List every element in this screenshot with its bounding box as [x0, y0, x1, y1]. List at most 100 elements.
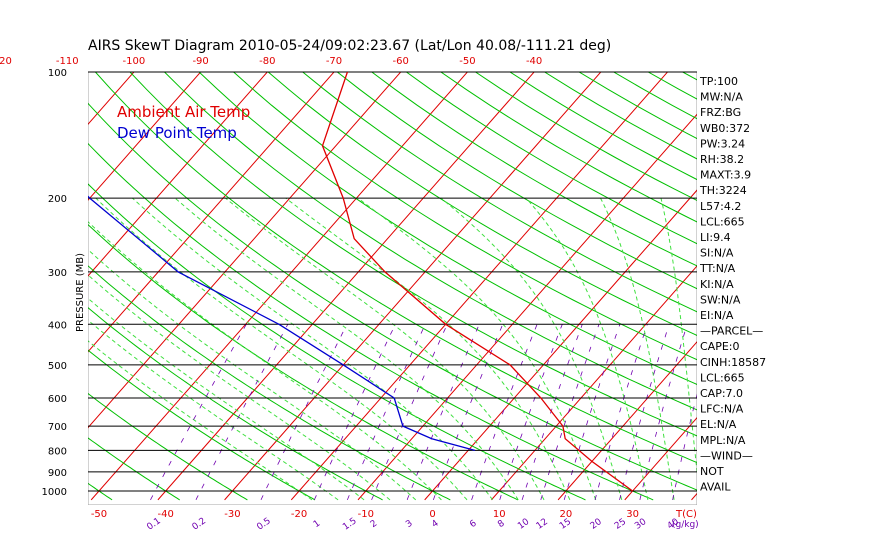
mixing-ratio-unit: (g/kg)	[672, 520, 699, 530]
dewpoint-profile-line	[88, 195, 476, 452]
dry-adiabat-line	[301, 72, 697, 313]
dry-adiabat-line	[88, 142, 654, 501]
mixing-ratio-tick-label: 0.2	[191, 516, 208, 532]
top-temp-tick-label: -60	[393, 56, 409, 67]
moist-adiabat-line	[357, 197, 597, 501]
moist-adiabat-line	[285, 197, 571, 501]
mixing-ratio-tick-label: 20	[589, 517, 604, 532]
sounding-index-label: TT:N/A	[699, 262, 736, 275]
sounding-index-label: MAXT:3.9	[700, 169, 751, 182]
top-temp-tick-label: -50	[459, 56, 475, 67]
dry-adiabat-line	[88, 307, 383, 501]
isotherm-line	[88, 72, 202, 201]
dry-adiabat-line	[750, 53, 870, 500]
mixing-ratio-tick-label: 6	[468, 518, 479, 530]
chart-title: AIRS SkewT Diagram 2010-05-24/09:02:23.6…	[88, 38, 611, 54]
top-temp-tick-label: -80	[259, 56, 275, 67]
isotherm-line	[0, 53, 84, 500]
mixing-ratio-tick-label: 10	[516, 517, 531, 532]
pressure-tick-label: 800	[48, 446, 67, 457]
isotherm-line	[88, 72, 335, 353]
mixing-ratio-tick-label: 3	[404, 519, 414, 530]
mixing-ratio-line	[619, 324, 670, 501]
mixing-ratio-line	[471, 324, 538, 501]
pressure-tick-label: 900	[48, 468, 67, 479]
mixing-ratio-line	[499, 324, 563, 501]
mixing-ratio-line	[639, 324, 688, 500]
bottom-temp-tick-label: -40	[158, 509, 174, 520]
mixing-ratio-tick-label: 8	[496, 518, 507, 530]
mixing-ratio-tick-label: 2	[369, 519, 379, 530]
dry-adiabat-line	[0, 53, 45, 500]
top-temp-tick-label: -100	[123, 56, 146, 67]
pressure-tick-label: 1000	[42, 487, 67, 498]
moist-adiabat-line	[88, 274, 391, 501]
isotherm-line	[624, 417, 697, 501]
dry-adiabat-line	[88, 392, 248, 501]
sounding-index-label: CAPE:0	[700, 340, 740, 353]
mixing-ratio-line	[150, 324, 247, 501]
top-temp-tick-label: -90	[192, 56, 208, 67]
isotherm-line	[90, 72, 469, 501]
bottom-temp-tick-label: 30	[626, 509, 639, 520]
moist-adiabat-line	[525, 197, 649, 501]
top-temp-tick-label: -40	[526, 56, 542, 67]
moist-adiabat-line	[88, 319, 339, 501]
sounding-index-label: CAP:7.0	[700, 387, 743, 400]
moist-adiabat-line	[132, 197, 494, 501]
moist-adiabat-line	[88, 340, 313, 501]
pressure-tick-label: 700	[48, 422, 67, 433]
sounding-index-label: SW:N/A	[700, 293, 741, 306]
sounding-index-label: SI:N/A	[700, 247, 734, 260]
dry-adiabat-line	[405, 72, 697, 245]
sounding-index-label: FRZ:BG	[700, 106, 741, 119]
isotherm-line	[758, 53, 870, 500]
dry-adiabat-line	[336, 72, 697, 290]
sounding-index-label: MPL:N/A	[700, 434, 746, 447]
pressure-tick-label: 200	[48, 194, 67, 205]
bottom-temp-tick-label: -20	[291, 509, 307, 520]
axis-labels: 1002003004005006007008009001000-120-110-…	[0, 56, 681, 533]
pressure-tick-label: 500	[48, 361, 67, 372]
bottom-temp-tick-label: 20	[560, 509, 573, 520]
sounding-index-label: —WIND—	[700, 449, 753, 462]
sounding-index-label: LCL:665	[700, 371, 745, 384]
dry-adiabat-line	[129, 72, 697, 437]
legend-dew-point-temp: Dew Point Temp	[117, 124, 237, 142]
sounding-index-label: —PARCEL—	[700, 325, 763, 338]
top-temp-tick-label: -120	[0, 56, 12, 67]
x-axis-label-right: T(C)	[675, 509, 697, 520]
dry-adiabat-line	[88, 183, 586, 501]
dry-adiabat-line	[88, 265, 451, 501]
dry-adiabat-line	[163, 72, 697, 411]
sounding-index-label: CINH:18587	[700, 356, 766, 369]
dry-adiabat-line	[267, 72, 697, 336]
dry-adiabat-line	[88, 349, 316, 501]
mixing-ratio-tick-label: 1.5	[341, 516, 358, 532]
dry-adiabat-line	[474, 72, 697, 202]
sounding-index-label: LFC:N/A	[700, 403, 744, 416]
dry-adiabat-line	[440, 72, 697, 223]
moist-adiabat-line	[88, 297, 365, 501]
sounding-index-label: PW:3.24	[700, 137, 745, 150]
moist-adiabat-line	[225, 197, 545, 501]
mixing-ratio-tick-label: 0.5	[255, 516, 272, 532]
sounding-index-label: WB0:372	[700, 122, 750, 135]
bottom-temp-tick-label: -10	[358, 509, 374, 520]
isotherm-line	[157, 72, 535, 501]
moist-adiabat-line	[174, 197, 519, 501]
moist-adiabat-line	[88, 248, 417, 501]
temperature-profile-line	[321, 72, 633, 492]
mixing-ratio-line	[432, 324, 504, 501]
bottom-temp-tick-label: -50	[91, 509, 107, 520]
mixing-ratio-line	[371, 324, 448, 501]
bottom-temp-tick-label: 0	[429, 509, 435, 520]
dry-adiabat-line	[370, 72, 697, 267]
mixing-ratio-line	[594, 324, 648, 501]
sounding-index-label: EI:N/A	[700, 309, 734, 322]
top-temp-tick-label: -70	[326, 56, 342, 67]
isotherm-line	[88, 72, 268, 277]
legend-ambient-air-temp: Ambient Air Temp	[117, 103, 250, 121]
isotherm-line	[0, 53, 17, 500]
